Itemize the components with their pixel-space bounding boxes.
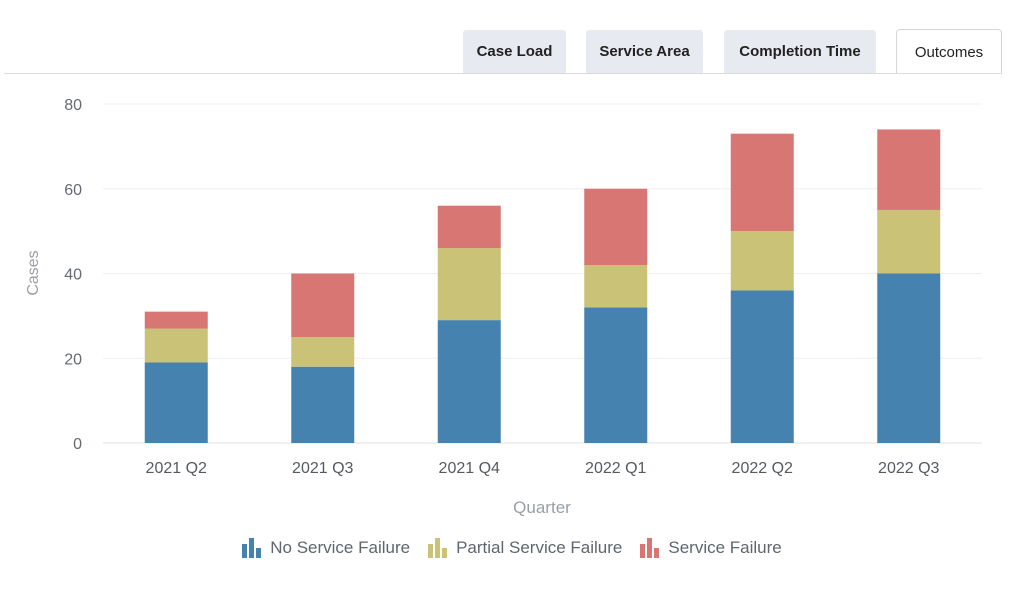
bar-segment[interactable] — [291, 337, 355, 367]
legend-label: Service Failure — [668, 538, 782, 557]
y-tick-label: 40 — [64, 267, 82, 284]
legend-label: Partial Service Failure — [456, 538, 623, 557]
x-axis-ticks: 2021 Q2 2021 Q3 2021 Q4 2022 Q1 2022 Q2 2022 … — [146, 460, 940, 477]
x-tick-label: 2021 Q2 — [146, 460, 207, 477]
legend-swatch-bar — [435, 538, 441, 558]
bar-segment[interactable] — [584, 307, 648, 443]
y-tick-label: 0 — [73, 436, 82, 453]
chart-gridlines — [103, 103, 982, 444]
legend-item-no-service-failure[interactable]: No Service Failure — [242, 538, 410, 558]
y-axis-label: Cases — [25, 250, 42, 295]
legend-swatch-bar — [256, 548, 262, 558]
x-axis-label: Quarter — [513, 498, 571, 517]
bar-segment[interactable] — [584, 265, 648, 308]
legend-swatch-bar — [640, 544, 646, 558]
tab-case-load[interactable]: Case Load — [463, 30, 566, 73]
y-tick-label: 80 — [64, 97, 82, 114]
bar-segment[interactable] — [291, 273, 355, 338]
x-tick-label: 2021 Q4 — [439, 460, 500, 477]
bar-segment[interactable] — [144, 328, 208, 363]
legend-item-partial-service-failure[interactable]: Partial Service Failure — [428, 538, 622, 558]
legend-swatch-bar — [428, 544, 434, 558]
y-tick-label: 60 — [64, 182, 82, 199]
x-tick-label: 2022 Q2 — [732, 460, 793, 477]
bar-segment[interactable] — [437, 248, 501, 321]
tab-service-area[interactable]: Service Area — [586, 30, 703, 73]
legend-label: No Service Failure — [270, 538, 411, 557]
tab-divider — [4, 73, 1002, 74]
tab-outcomes[interactable]: Outcomes — [896, 29, 1002, 74]
chart-bars — [144, 129, 941, 444]
bar-segment[interactable] — [877, 129, 941, 210]
legend-swatch-bar — [442, 548, 448, 558]
bar-segment[interactable] — [291, 366, 355, 443]
x-tick-label: 2021 Q3 — [292, 460, 353, 477]
bar-segment[interactable] — [730, 133, 794, 232]
bar-segment[interactable] — [144, 311, 208, 329]
bar-segment[interactable] — [437, 320, 501, 443]
y-axis-ticks: 0 20 40 60 80 — [64, 97, 82, 453]
x-tick-label: 2022 Q1 — [585, 460, 646, 477]
bar-segment[interactable] — [144, 362, 208, 443]
tab-completion-time[interactable]: Completion Time — [724, 30, 876, 73]
bar-segment[interactable] — [584, 188, 648, 266]
bar-segment[interactable] — [437, 205, 501, 249]
legend-swatch-bar — [242, 544, 248, 558]
legend-swatch-bar — [249, 538, 255, 558]
bar-segment[interactable] — [877, 273, 941, 444]
y-tick-label: 20 — [64, 351, 82, 368]
bar-chart-icon — [428, 538, 450, 558]
legend-swatch-bar — [647, 538, 653, 558]
legend-item-service-failure[interactable]: Service Failure — [640, 538, 782, 558]
bar-chart-icon — [242, 538, 264, 558]
bar-segment[interactable] — [730, 231, 794, 291]
chart-legend: No Service Failure Partial Service Failu… — [0, 533, 1024, 563]
bar-segment[interactable] — [877, 209, 941, 274]
bar-chart-icon — [640, 538, 662, 558]
x-tick-label: 2022 Q3 — [878, 460, 939, 477]
tab-bar: Case Load Service Area Completion Time O… — [0, 0, 1024, 76]
bar-segment[interactable] — [730, 290, 794, 443]
legend-swatch-bar — [654, 548, 660, 558]
